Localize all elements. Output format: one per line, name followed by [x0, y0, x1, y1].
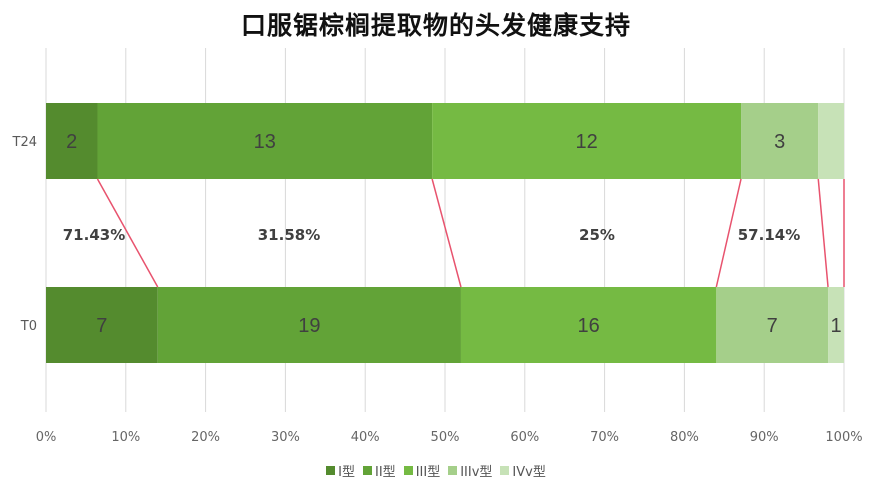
data-label: 3 [774, 131, 785, 153]
x-tick-label: 40% [351, 430, 380, 445]
legend: I型 II型 III型 IIIv型 IVv型 [0, 461, 872, 480]
legend-label: IVv型 [512, 465, 546, 480]
legend-swatch [363, 466, 373, 475]
bar-segment-t0-4 [716, 287, 829, 363]
connector-line [431, 178, 462, 288]
data-label: 7 [96, 315, 107, 337]
legend-item: IVv型 [500, 461, 546, 480]
chart-title: 口服锯棕榈提取物的头发健康支持 [240, 11, 631, 40]
bar-segment-t24-2 [97, 103, 433, 179]
legend-swatch [500, 466, 510, 475]
bar-segment-t24-4 [741, 103, 819, 179]
bar-segment-t24-3 [432, 103, 742, 179]
legend-swatch [448, 466, 458, 475]
connector-line [817, 178, 829, 288]
legend-swatch [326, 466, 336, 475]
legend-swatch [403, 466, 413, 475]
legend-label: I型 [338, 465, 356, 480]
data-label: 19 [298, 315, 320, 337]
legend-item: III型 [403, 461, 441, 480]
data-label: 1 [830, 315, 841, 337]
legend-item: I型 [326, 461, 355, 480]
data-label: 12 [575, 131, 597, 153]
x-tick-label: 30% [271, 430, 300, 445]
change-annotation: 25% [579, 226, 615, 244]
bar-segment-t0-1 [46, 287, 158, 363]
connector-line [715, 178, 742, 288]
change-annotation: 71.43% [63, 226, 125, 244]
y-category-label: T0 [20, 319, 37, 334]
bar-segment-t0-2 [157, 287, 461, 363]
x-tick-label: 80% [670, 430, 699, 445]
bar-segment-t24-5 [818, 103, 844, 179]
bar-segment-t0-5 [828, 287, 844, 363]
legend-label: II型 [375, 465, 396, 480]
x-tick-label: 20% [191, 430, 220, 445]
x-tick-label: 10% [111, 430, 140, 445]
legend-label: III型 [415, 465, 441, 480]
connector-line [96, 178, 159, 288]
x-tick-label: 60% [510, 430, 539, 445]
x-tick-label: 90% [750, 430, 779, 445]
x-tick-label: 100% [825, 430, 862, 445]
data-label: 13 [254, 131, 276, 153]
change-annotation: 57.14% [738, 226, 800, 244]
legend-item: IIIv型 [448, 461, 492, 480]
legend-label: IIIv型 [460, 465, 493, 480]
data-label: 7 [767, 315, 778, 337]
x-tick-label: 0% [36, 430, 57, 445]
data-label: 2 [66, 131, 77, 153]
data-label: 16 [578, 315, 600, 337]
bar-segment-t24-1 [46, 103, 98, 179]
bar-segment-t0-3 [460, 287, 717, 363]
change-annotation: 31.58% [258, 226, 320, 244]
x-tick-label: 50% [431, 430, 460, 445]
legend-item: II型 [363, 461, 396, 480]
y-category-label: T24 [12, 135, 37, 150]
x-tick-label: 70% [590, 430, 619, 445]
